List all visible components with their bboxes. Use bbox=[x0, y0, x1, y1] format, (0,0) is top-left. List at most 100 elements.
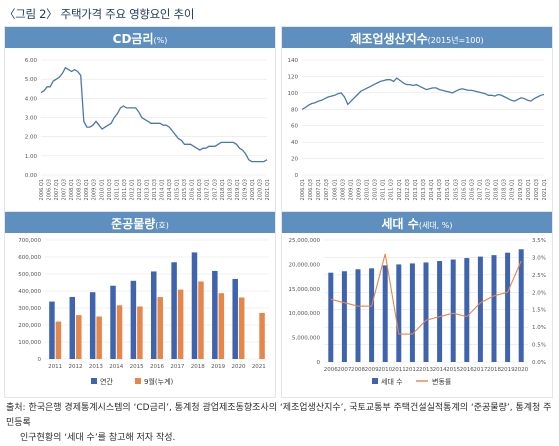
cd-rate-xtick-label: 2017.Q1 bbox=[205, 179, 211, 200]
cd-rate-xtick-label: 2021.Q1 bbox=[265, 179, 271, 200]
completions-bar-sep-cum bbox=[177, 289, 184, 359]
completions-bar-sep-cum bbox=[218, 293, 225, 359]
cd-rate-title: CD금리 bbox=[112, 32, 154, 46]
cd-rate-xtick-label: 2018.Q3 bbox=[227, 179, 233, 200]
manufacturing-index-xtick-label: 2014.Q3 bbox=[437, 179, 443, 200]
completions-xtick-label: 2019 bbox=[211, 364, 225, 370]
manufacturing-index-xtick-label: 2018.Q3 bbox=[502, 179, 508, 200]
households-xtick-label: 2014 bbox=[433, 367, 447, 373]
manufacturing-index-xtick-label: 2013.Q3 bbox=[421, 179, 427, 200]
source-line-2: 인구현황의 ‘세대 수’를 참고해 저자 작성. bbox=[20, 433, 176, 443]
households-y2tick-label: 2.0% bbox=[532, 290, 546, 296]
manufacturing-index-xtick-label: 2009.Q1 bbox=[348, 179, 354, 200]
cd-rate-ytick-label: 3.00 bbox=[25, 116, 38, 122]
manufacturing-index-xtick-label: 2018.Q1 bbox=[494, 179, 500, 200]
manufacturing-index-xtick-label: 2011.Q3 bbox=[389, 179, 395, 200]
source-note: 출처: 한국은행 경제통계시스템의 ‘CD금리’, 통계청 광업제조동향조사의 … bbox=[6, 401, 554, 446]
cd-rate-ytick-label: 2.00 bbox=[25, 135, 38, 141]
completions-bar-sep-cum bbox=[137, 306, 143, 359]
cd-rate-header: CD금리(%) bbox=[5, 27, 275, 48]
cd-rate-xtick-label: 2019.Q3 bbox=[242, 179, 248, 200]
households-xtick-label: 2007 bbox=[337, 367, 351, 373]
households-y2tick-label: 3.0% bbox=[532, 255, 546, 261]
households-xtick-label: 2009 bbox=[365, 367, 379, 373]
completions-bar-annual bbox=[191, 252, 198, 359]
completions-bar-annual bbox=[151, 271, 157, 359]
cd-rate-xtick-label: 2006.Q3 bbox=[47, 179, 53, 200]
households-unit: (세대, %) bbox=[418, 221, 453, 230]
manufacturing-index-ytick-label: 80 bbox=[291, 107, 298, 113]
cd-rate-xtick-label: 2014.Q1 bbox=[160, 179, 166, 200]
cd-rate-series-line bbox=[40, 66, 268, 163]
households-y2tick-label: 1.5% bbox=[532, 308, 546, 314]
households-title: 세대 수 bbox=[381, 217, 419, 231]
manufacturing-index-xtick-label: 2012.Q1 bbox=[397, 179, 403, 200]
cd-rate-ytick-label: 6.00 bbox=[25, 58, 38, 64]
cd-rate-xtick-label: 2009.Q1 bbox=[84, 179, 90, 200]
completions-legend-sep-cum: 9월(누계) bbox=[144, 377, 174, 386]
completions-bar-annual bbox=[110, 285, 116, 359]
cd-rate-xtick-label: 2013.Q1 bbox=[144, 179, 150, 200]
households-bar bbox=[341, 271, 347, 362]
cd-rate-xtick-label: 2008.Q1 bbox=[69, 179, 75, 200]
manufacturing-index-xtick-label: 2007.Q1 bbox=[316, 179, 322, 200]
completions-bar-annual bbox=[49, 301, 55, 359]
completions-ytick-label: 200,000 bbox=[18, 323, 41, 329]
cd-rate-unit: (%) bbox=[153, 36, 168, 45]
households-bar bbox=[382, 265, 388, 362]
manufacturing-index-panel: 제조업생산지수(2015년=100) 0 20 40 60 80 100 120 140 200… bbox=[281, 26, 553, 213]
manufacturing-index-xtick-label: 2014.Q1 bbox=[429, 179, 435, 200]
manufacturing-index-xtick-label: 2011.Q1 bbox=[381, 179, 387, 200]
manufacturing-index-xtick-label: 2020.Q3 bbox=[534, 179, 540, 200]
manufacturing-index-unit: (2015년=100) bbox=[427, 36, 484, 45]
households-bar bbox=[518, 249, 524, 362]
completions-xtick-label: 2016 bbox=[150, 364, 164, 370]
completions-bar-sep-cum bbox=[55, 321, 62, 359]
households-ytick-label: 5,000,000 bbox=[292, 336, 320, 342]
manufacturing-index-xtick-label: 2017.Q3 bbox=[486, 179, 492, 200]
completions-xtick-label: 2011 bbox=[48, 364, 62, 370]
households-y2tick-label: 2.5% bbox=[532, 273, 546, 279]
completions-bar-sep-cum bbox=[238, 297, 245, 359]
households-xtick-label: 2011 bbox=[392, 367, 406, 373]
manufacturing-index-xtick-label: 2015.Q1 bbox=[445, 179, 451, 200]
households-xtick-label: 2013 bbox=[419, 367, 433, 373]
households-bar bbox=[396, 264, 402, 362]
completions-legend-swatch-sep-cum bbox=[135, 378, 141, 384]
households-legend-rate: 변동률 bbox=[432, 378, 452, 386]
completions-bar-annual bbox=[212, 270, 218, 359]
completions-bar-annual bbox=[171, 262, 177, 359]
households-xtick-label: 2015 bbox=[446, 367, 460, 373]
households-xtick-label: 2016 bbox=[460, 367, 474, 373]
households-xtick-label: 2019 bbox=[501, 367, 515, 373]
cd-rate-xtick-label: 2015.Q3 bbox=[182, 179, 188, 200]
completions-bar-annual bbox=[69, 296, 76, 359]
households-xtick-label: 2020 bbox=[514, 367, 528, 373]
source-line-1: 출처: 한국은행 경제통계시스템의 ‘CD금리’, 통계청 광업제조동향조사의 … bbox=[6, 403, 552, 428]
households-y2tick-label: 0.0% bbox=[532, 360, 546, 366]
manufacturing-index-header: 제조업생산지수(2015년=100) bbox=[282, 27, 552, 48]
completions-xtick-label: 2020 bbox=[231, 364, 245, 370]
households-bar bbox=[423, 262, 429, 362]
cd-rate-xtick-label: 2007.Q3 bbox=[62, 179, 68, 200]
households-xtick-label: 2008 bbox=[351, 367, 365, 373]
completions-bar-sep-cum bbox=[198, 281, 204, 359]
manufacturing-index-xtick-label: 2020.Q1 bbox=[526, 179, 532, 200]
households-y2tick-label: 0.5% bbox=[532, 343, 546, 349]
completions-ytick-label: 0 bbox=[38, 357, 42, 363]
cd-rate-xtick-label: 2019.Q1 bbox=[235, 179, 241, 200]
manufacturing-index-xtick-label: 2010.Q3 bbox=[373, 179, 379, 200]
households-xtick-label: 2017 bbox=[473, 367, 487, 373]
completions-xtick-label: 2017 bbox=[170, 364, 184, 370]
households-legend-swatch-count bbox=[372, 378, 378, 384]
cd-rate-ytick-label: 0.00 bbox=[25, 173, 38, 179]
households-y2tick-label: 1.0% bbox=[532, 325, 546, 331]
manufacturing-index-xtick-label: 2019.Q1 bbox=[510, 179, 516, 200]
manufacturing-index-ytick-label: 100 bbox=[288, 91, 299, 97]
households-change-rate-line bbox=[330, 253, 522, 335]
completions-panel: 준공물량(호) 0 100,000 200,000 300,000 400,000 500… bbox=[4, 211, 276, 398]
manufacturing-index-xtick-label: 2008.Q1 bbox=[332, 179, 338, 200]
cd-rate-xtick-label: 2016.Q1 bbox=[190, 179, 196, 200]
cd-rate-xtick-label: 2012.Q3 bbox=[137, 179, 143, 200]
manufacturing-index-ytick-label: 20 bbox=[291, 157, 298, 163]
